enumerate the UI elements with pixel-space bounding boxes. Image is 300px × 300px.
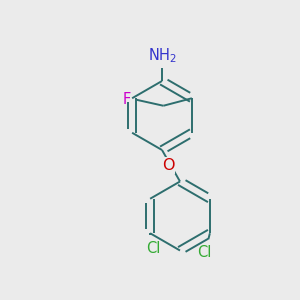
Text: Cl: Cl bbox=[146, 241, 160, 256]
Text: O: O bbox=[162, 158, 174, 173]
Text: F: F bbox=[122, 92, 130, 107]
Text: NH$_2$: NH$_2$ bbox=[148, 46, 176, 64]
Text: Cl: Cl bbox=[197, 245, 211, 260]
